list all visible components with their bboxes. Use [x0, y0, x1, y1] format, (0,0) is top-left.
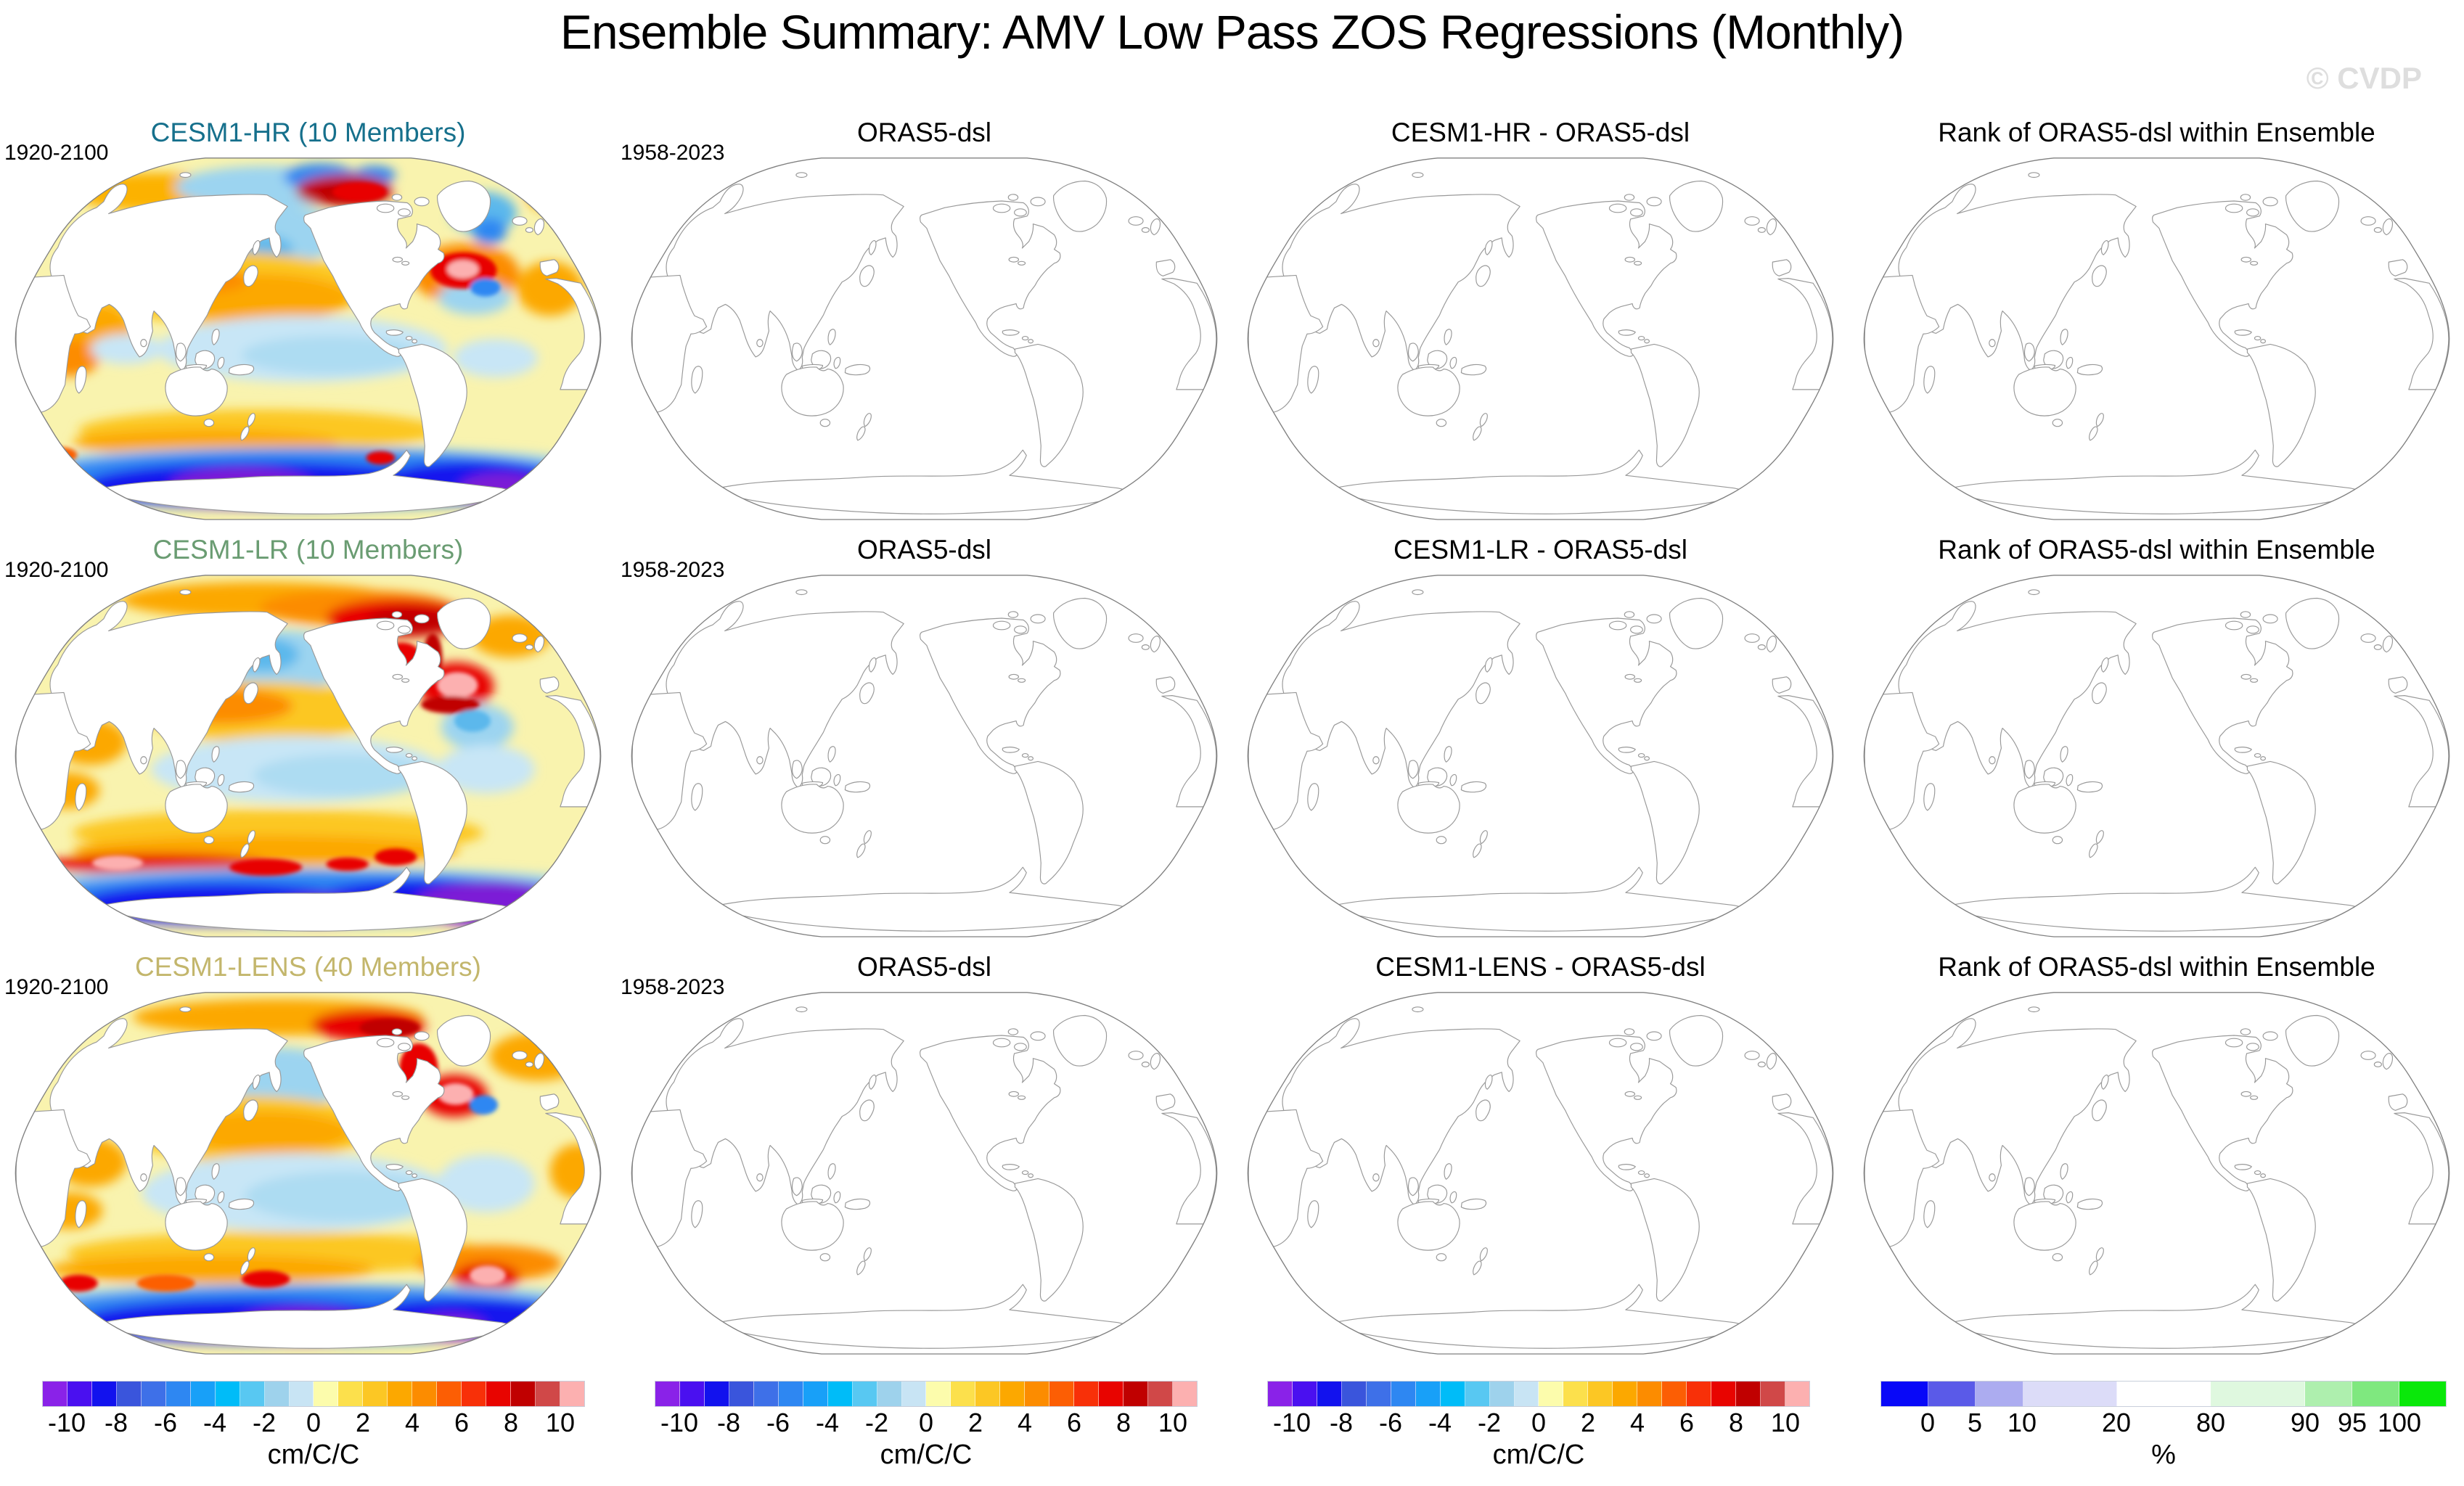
- panel-diff-row1: CESM1-HR - ORAS5-dsl: [1232, 118, 1849, 535]
- map-diff-row1: [1247, 157, 1834, 520]
- period-label: 1958-2023: [621, 141, 725, 165]
- panel-rank-row1: Rank of ORAS5-dsl within Ensemble: [1849, 118, 2464, 535]
- colorbar-regression-2: -10 -8 -6 -4 -2 0 2 4 6 8 10 cm/C/C: [655, 1381, 1198, 1471]
- period-label: 1958-2023: [621, 558, 725, 582]
- colorbar-regression-1: -10 -8 -6 -4 -2 0 2 4 6 8 10 cm/C/C: [42, 1381, 585, 1471]
- panel-cesm1-lens-regression: CESM1-LENS (40 Members) 1920-2100: [0, 952, 616, 1369]
- panel-rank-row2: Rank of ORAS5-dsl within Ensemble: [1849, 535, 2464, 952]
- colorbar-swatches: [655, 1381, 1198, 1407]
- cvdp-watermark: © CVDP: [2306, 61, 2422, 95]
- panel-title-rank: Rank of ORAS5-dsl within Ensemble: [1938, 535, 2375, 565]
- page-title: Ensemble Summary: AMV Low Pass ZOS Regre…: [560, 5, 1904, 59]
- panel-title-cesm1-lens: CESM1-LENS (40 Members): [134, 952, 481, 982]
- period-label: 1920-2100: [4, 975, 109, 999]
- colorbar-rank: 0 5 10 20 80 90 95 100 %: [1880, 1381, 2447, 1471]
- panel-oras5-row2: ORAS5-dsl 1958-2023: [616, 535, 1232, 952]
- map-oras5-row3: [631, 992, 1218, 1355]
- period-label: 1920-2100: [4, 141, 109, 165]
- panel-title-oras5: ORAS5-dsl: [856, 535, 992, 565]
- colorbar-swatches: [1267, 1381, 1810, 1407]
- panel-title-diff: CESM1-LR - ORAS5-dsl: [1393, 535, 1688, 565]
- map-oras5-row1: [631, 157, 1218, 520]
- panel-title-diff: CESM1-LENS - ORAS5-dsl: [1375, 952, 1706, 982]
- colorbar-unit: %: [2151, 1440, 2176, 1470]
- colorbar-regression-3: -10 -8 -6 -4 -2 0 2 4 6 8 10 cm/C/C: [1267, 1381, 1810, 1471]
- panel-title-cesm1-hr: CESM1-HR (10 Members): [150, 118, 466, 147]
- panel-title-diff: CESM1-HR - ORAS5-dsl: [1391, 118, 1690, 147]
- map-rank-row1: [1863, 157, 2450, 520]
- panel-title-cesm1-lr: CESM1-LR (10 Members): [152, 535, 464, 565]
- map-cesm1-lens-regression: [15, 992, 602, 1355]
- map-cesm1-hr-regression: [15, 157, 602, 520]
- colorbar-unit: cm/C/C: [880, 1440, 973, 1470]
- panel-cesm1-lr-regression: CESM1-LR (10 Members) 1920-2100: [0, 535, 616, 952]
- map-rank-row3: [1863, 992, 2450, 1355]
- map-oras5-row2: [631, 575, 1218, 937]
- panel-diff-row3: CESM1-LENS - ORAS5-dsl: [1232, 952, 1849, 1369]
- colorbar-unit: cm/C/C: [1492, 1440, 1585, 1470]
- panel-title-rank: Rank of ORAS5-dsl within Ensemble: [1938, 952, 2375, 982]
- panel-oras5-row3: ORAS5-dsl 1958-2023: [616, 952, 1232, 1369]
- colorbar-ticks: -10 -8 -6 -4 -2 0 2 4 6 8 10: [48, 1408, 575, 1437]
- colorbar-swatches: [1880, 1381, 2447, 1407]
- panel-oras5-row1: ORAS5-dsl 1958-2023: [616, 118, 1232, 535]
- panel-diff-row2: CESM1-LR - ORAS5-dsl: [1232, 535, 1849, 952]
- colorbar-swatches: [42, 1381, 585, 1407]
- colorbar-ticks: -10 -8 -6 -4 -2 0 2 4 6 8 10: [660, 1408, 1187, 1437]
- map-diff-row2: [1247, 575, 1834, 937]
- period-label: 1920-2100: [4, 558, 109, 582]
- panel-rank-row3: Rank of ORAS5-dsl within Ensemble: [1849, 952, 2464, 1369]
- panel-title-rank: Rank of ORAS5-dsl within Ensemble: [1938, 118, 2375, 147]
- map-rank-row2: [1863, 575, 2450, 937]
- map-cesm1-lr-regression: [15, 575, 602, 937]
- panel-cesm1-hr-regression: CESM1-HR (10 Members) 1920-2100: [0, 118, 616, 535]
- colorbar-ticks: 0 5 10 20 80 90 95 100: [1920, 1408, 2422, 1437]
- period-label: 1958-2023: [621, 975, 725, 999]
- colorbar-unit: cm/C/C: [267, 1440, 360, 1470]
- colorbar-ticks: -10 -8 -6 -4 -2 0 2 4 6 8 10: [1273, 1408, 1800, 1437]
- panel-title-oras5: ORAS5-dsl: [856, 952, 992, 982]
- map-diff-row3: [1247, 992, 1834, 1355]
- panel-title-oras5: ORAS5-dsl: [856, 118, 992, 147]
